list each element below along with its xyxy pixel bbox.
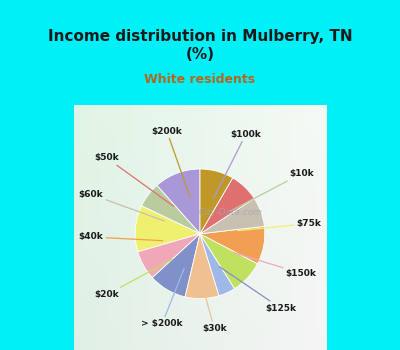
Text: $30k: $30k [199,272,226,333]
Wedge shape [200,198,264,234]
Wedge shape [200,234,234,296]
Wedge shape [138,234,200,278]
Text: Income distribution in Mulberry, TN
(%): Income distribution in Mulberry, TN (%) [48,29,352,62]
Wedge shape [152,234,200,297]
Text: $150k: $150k [233,252,316,278]
Text: $60k: $60k [79,190,164,221]
Wedge shape [142,186,200,234]
Wedge shape [200,234,258,289]
Text: $40k: $40k [78,232,163,241]
Wedge shape [157,169,200,234]
Text: $200k: $200k [152,127,190,197]
Text: $125k: $125k [219,267,296,313]
Wedge shape [185,234,219,299]
Text: $100k: $100k [214,130,261,198]
Text: > $200k: > $200k [141,268,184,328]
Text: White residents: White residents [144,73,256,86]
Text: $10k: $10k [230,169,314,211]
Wedge shape [200,226,265,264]
Wedge shape [200,178,254,234]
Text: $75k: $75k [238,219,322,231]
Wedge shape [135,206,200,252]
Wedge shape [200,169,233,234]
Text: City-Data.com: City-Data.com [198,208,262,217]
Text: $20k: $20k [94,259,172,299]
Text: $50k: $50k [94,153,174,206]
